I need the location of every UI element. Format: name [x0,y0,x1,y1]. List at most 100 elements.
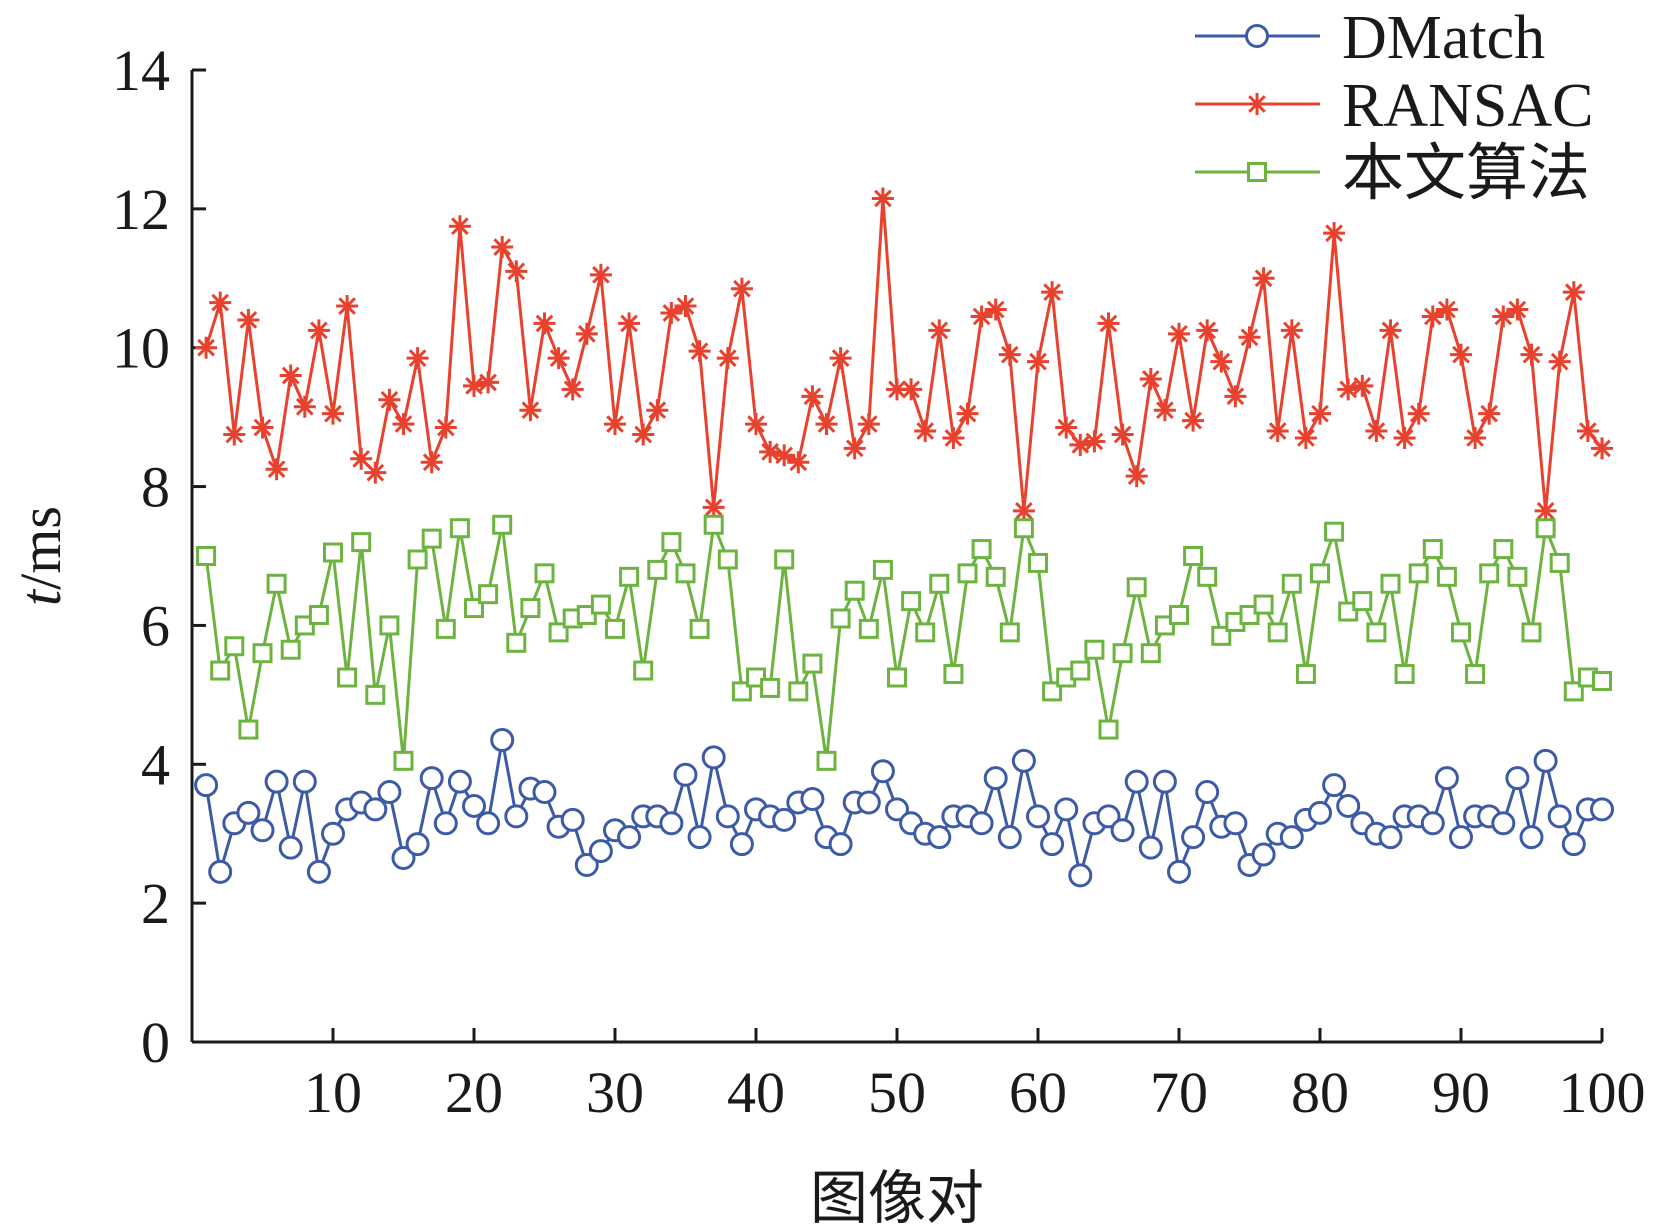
data-point-ransac [1294,426,1317,449]
data-point-dmatch [870,759,895,784]
data-point-ransac [350,447,373,470]
y-axis-title: t/ms [8,506,73,606]
data-point-proposed [1169,605,1189,626]
data-point-ransac [477,371,500,394]
data-point-ransac [646,399,669,422]
data-point-proposed [717,549,738,570]
y-tick-label: 0 [141,1010,170,1075]
data-point-ransac [1153,399,1176,422]
data-point-ransac [1252,267,1275,290]
data-point-ransac [1224,385,1247,408]
data-point-proposed [393,750,414,771]
data-point-ransac [434,416,457,439]
data-point-ransac [463,374,485,397]
x-axis-title: 图像对 [810,1166,984,1228]
data-point-ransac [928,319,951,342]
data-point-ransac [1055,416,1078,439]
x-axis-ticks: 10 20 30 40 50 60 70 80 90 100 [304,1028,1646,1125]
x-tick-label: 80 [1291,1060,1349,1125]
data-point-proposed [1013,518,1034,539]
data-point-proposed [1140,643,1161,664]
data-point-ransac [1168,322,1190,345]
data-point-proposed [1479,563,1500,584]
data-point-proposed [887,667,907,688]
data-point-ransac [1097,312,1120,335]
data-point-proposed [788,681,809,702]
legend-item-proposed: 本文算法 [1195,140,1590,208]
data-point-proposed [1493,539,1514,560]
data-point-dmatch [1378,825,1403,850]
legend-item-ransac: RANSAC [1195,72,1594,140]
legend-swatch-marker [1245,24,1269,48]
data-point-dmatch [1251,842,1276,867]
x-tick-label: 50 [868,1060,926,1125]
data-point-ransac [533,312,556,335]
data-point-ransac [759,440,782,463]
data-point-ransac [265,458,288,481]
data-point-dmatch [969,811,994,836]
data-point-dmatch [856,790,881,815]
data-point-dmatch [405,832,430,857]
data-point-ransac [1576,420,1599,443]
data-point-proposed [379,615,400,636]
data-point-dmatch [377,780,402,805]
data-point-proposed [774,549,795,570]
data-point-dmatch [1336,793,1361,818]
data-point-ransac [618,312,641,335]
data-point-ransac [1083,430,1106,453]
data-point-ransac [787,451,810,474]
data-point-ransac [1351,374,1374,397]
data-point-ransac [1238,326,1261,349]
data-point-ransac [589,263,612,286]
data-point-ransac [1520,343,1543,366]
data-point-proposed [661,532,682,553]
data-point-ransac [1309,402,1331,425]
data-point-ransac [392,413,415,436]
data-point-ransac [547,347,570,370]
data-point-ransac [1464,426,1487,449]
data-point-ransac [688,340,711,363]
data-point-proposed [252,643,273,664]
legend-swatch-marker [1247,162,1267,182]
data-point-ransac [406,347,429,370]
data-point-proposed [647,559,668,580]
data-point-dmatch [574,852,599,877]
data-point-ransac [1280,319,1303,342]
data-point-ransac [632,423,655,446]
data-point-proposed [1267,622,1288,643]
data-point-proposed [1112,643,1133,664]
data-point-proposed [337,667,358,688]
data-point-ransac [561,378,584,401]
data-point-proposed [308,605,329,626]
data-point-proposed [196,546,217,566]
y-tick-label: 6 [141,593,170,658]
data-point-dmatch [433,811,458,836]
data-point-ransac [829,347,852,370]
data-point-dmatch [1110,818,1135,843]
data-point-dmatch [532,780,557,805]
data-point-dmatch [1181,825,1206,850]
plot-area: 0 2 4 6 8 10 12 14 10 20 30 40 50 60 70 80 90 100 [112,38,1646,1125]
data-point-proposed [943,664,964,685]
data-point-ransac [604,413,626,436]
data-point-ransac [1210,350,1233,373]
x-tick-label: 100 [1559,1060,1646,1125]
data-point-dmatch [1279,825,1304,850]
data-point-dmatch [1590,797,1614,822]
data-point-ransac [871,187,894,210]
data-point-ransac [293,395,316,418]
data-point-proposed [1070,660,1091,681]
data-point-ransac [420,451,443,474]
series-line-proposed [204,523,1603,763]
data-point-dmatch [1434,766,1459,791]
data-point-dmatch [1011,748,1036,773]
data-point-proposed [985,566,1006,587]
legend-item-dmatch: DMatch [1195,4,1545,72]
data-point-dmatch [250,818,275,843]
data-point-proposed [816,750,837,771]
data-point-ransac [448,215,471,238]
x-tick-label: 40 [727,1060,785,1125]
data-point-ransac [1266,420,1289,443]
data-point-ransac [209,291,232,314]
data-point-proposed [407,549,428,570]
